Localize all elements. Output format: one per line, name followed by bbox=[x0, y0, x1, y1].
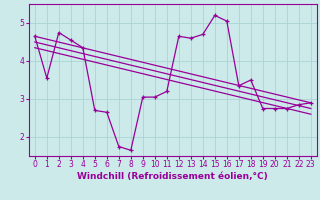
X-axis label: Windchill (Refroidissement éolien,°C): Windchill (Refroidissement éolien,°C) bbox=[77, 172, 268, 181]
